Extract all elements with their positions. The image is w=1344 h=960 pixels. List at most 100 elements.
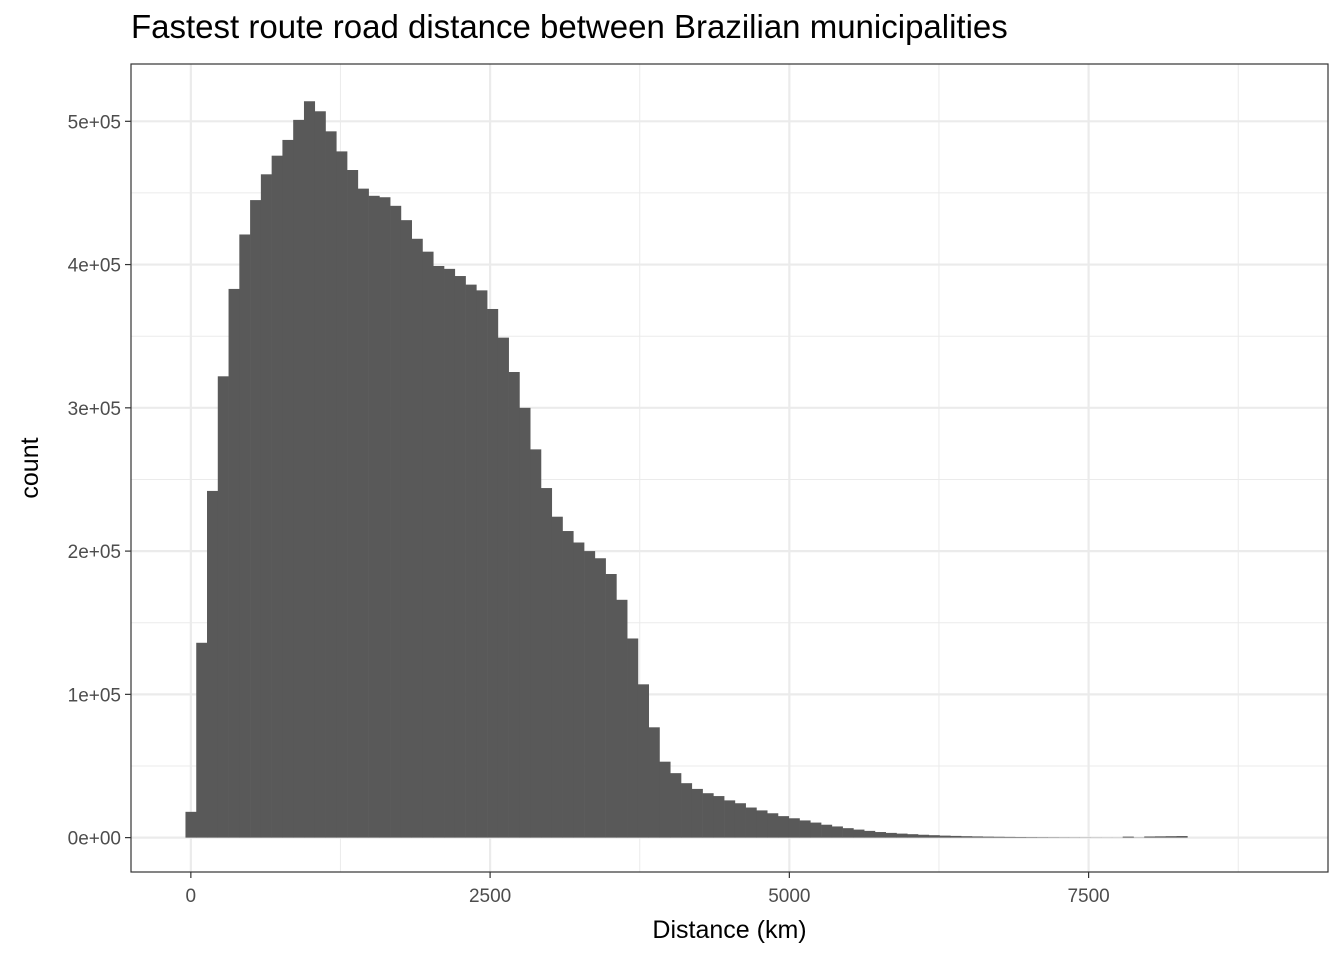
histogram-bar bbox=[928, 835, 940, 838]
histogram-bar bbox=[734, 803, 746, 838]
histogram-bar bbox=[961, 836, 973, 838]
histogram-bar bbox=[228, 288, 240, 838]
histogram-bar bbox=[530, 449, 542, 838]
histogram-bar bbox=[325, 131, 337, 838]
histogram-bar bbox=[918, 834, 930, 838]
histogram-bar bbox=[196, 642, 208, 838]
histogram-bar bbox=[756, 810, 768, 838]
histogram-bar bbox=[1176, 836, 1188, 838]
histogram-bar bbox=[1014, 837, 1027, 838]
histogram-bar bbox=[411, 238, 423, 838]
histogram-bar bbox=[217, 376, 229, 838]
histogram-bar bbox=[433, 266, 445, 838]
histogram-bar bbox=[487, 308, 499, 838]
histogram-bar bbox=[821, 824, 833, 838]
histogram-bar bbox=[594, 558, 606, 838]
histogram-bar bbox=[842, 828, 854, 838]
histogram-bar bbox=[670, 773, 682, 838]
y-tick-label: 2e+05 bbox=[68, 542, 121, 563]
histogram-bar bbox=[422, 251, 434, 838]
histogram-bar bbox=[853, 829, 865, 838]
histogram-bar bbox=[465, 284, 477, 838]
histogram-bar bbox=[659, 761, 671, 838]
histogram-bar bbox=[788, 818, 800, 838]
histogram-bar bbox=[1155, 836, 1167, 838]
histogram-bar bbox=[260, 174, 272, 838]
histogram-bar bbox=[282, 139, 294, 838]
histogram-bar bbox=[874, 832, 887, 838]
histogram-bar bbox=[831, 826, 843, 838]
y-tick-label: 3e+05 bbox=[68, 399, 121, 420]
histogram-bar bbox=[314, 111, 326, 838]
histogram-bar bbox=[637, 684, 650, 838]
histogram-bar bbox=[691, 788, 703, 838]
histogram-bar bbox=[185, 811, 197, 838]
histogram-bar bbox=[1144, 836, 1156, 838]
histogram-bar bbox=[336, 151, 348, 838]
x-tick-label: 0 bbox=[186, 886, 197, 907]
x-axis-title: Distance (km) bbox=[652, 916, 806, 944]
histogram-bar bbox=[896, 833, 908, 838]
histogram-bar bbox=[519, 407, 531, 838]
x-tick-label: 7500 bbox=[1067, 886, 1109, 907]
histogram-bar bbox=[1025, 837, 1037, 838]
histogram-bar bbox=[799, 820, 811, 838]
histogram-bar bbox=[573, 542, 585, 838]
histogram-bar bbox=[982, 836, 994, 838]
histogram-bar bbox=[271, 155, 283, 838]
axes: 0 2500 5000 7500 0e+00 1e+05 2e+05 3e+05 4e+05 5e… bbox=[68, 112, 1110, 907]
histogram-bar bbox=[767, 813, 779, 838]
histogram-bar bbox=[950, 835, 962, 838]
histogram-bar bbox=[540, 488, 553, 838]
x-tick-label: 5000 bbox=[768, 886, 810, 907]
histogram-bar bbox=[777, 816, 790, 838]
y-tick-label: 5e+05 bbox=[68, 112, 121, 133]
histogram-bar bbox=[971, 836, 983, 838]
y-axis-title: count bbox=[16, 437, 44, 498]
histogram-bar bbox=[702, 793, 714, 838]
histogram-bar bbox=[627, 638, 639, 838]
histogram-bar bbox=[508, 372, 520, 838]
histogram-bar bbox=[745, 807, 757, 838]
histogram-bar bbox=[347, 170, 359, 838]
y-tick-label: 0e+00 bbox=[68, 829, 121, 850]
histogram-bar bbox=[293, 119, 305, 838]
histogram-bar bbox=[648, 727, 660, 838]
histogram-bar bbox=[713, 796, 725, 838]
histogram-bar bbox=[390, 205, 402, 838]
histogram-bar bbox=[1165, 836, 1177, 838]
histogram-bar bbox=[584, 551, 596, 838]
x-tick-label: 2500 bbox=[469, 886, 511, 907]
histogram-bar bbox=[303, 101, 316, 838]
histogram-bar bbox=[616, 599, 628, 838]
histogram-bar bbox=[357, 188, 369, 838]
histogram-bar bbox=[551, 516, 563, 838]
histogram-bar bbox=[454, 276, 466, 838]
histogram-bar bbox=[993, 836, 1005, 838]
histogram-bar bbox=[379, 197, 391, 838]
histogram-bar bbox=[681, 783, 693, 838]
histogram-bars bbox=[185, 101, 1188, 838]
histogram-bar bbox=[605, 574, 617, 838]
histogram-bar bbox=[885, 832, 897, 838]
histogram-bar bbox=[562, 531, 574, 838]
chart-title: Fastest route road distance between Braz… bbox=[131, 8, 1008, 45]
y-tick-label: 4e+05 bbox=[68, 256, 121, 277]
histogram-bar bbox=[239, 234, 251, 838]
histogram-bar bbox=[1122, 836, 1134, 838]
histogram-bar bbox=[207, 490, 219, 838]
histogram-bar bbox=[444, 268, 456, 838]
histogram-bar bbox=[864, 830, 876, 838]
histogram-bar bbox=[1004, 836, 1016, 838]
histogram-bar bbox=[939, 835, 951, 838]
histogram-bar bbox=[724, 800, 736, 838]
histogram-bar bbox=[476, 290, 488, 838]
histogram-bar bbox=[368, 195, 380, 838]
plot-panel-border bbox=[130, 63, 1329, 873]
histogram-bar bbox=[497, 337, 509, 838]
histogram-bar bbox=[810, 822, 822, 838]
histogram-bar bbox=[400, 220, 412, 838]
histogram-bar bbox=[250, 200, 262, 838]
histogram-bar bbox=[907, 834, 919, 838]
